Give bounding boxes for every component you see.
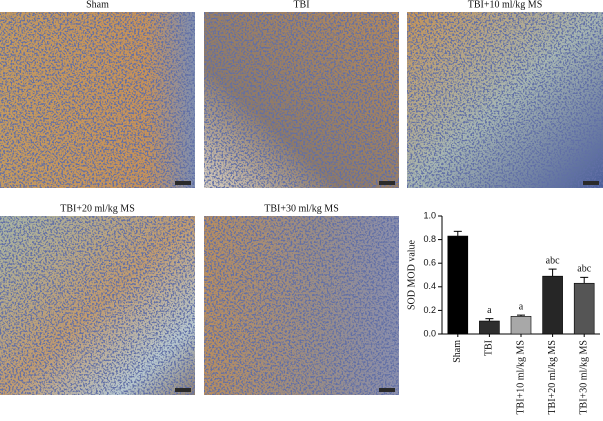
x-tick-label: TBI+20 ml/kg MS xyxy=(547,340,558,415)
panel-label: TBI xyxy=(293,0,309,10)
significance-label: abc xyxy=(546,255,560,266)
y-tick-label: 0.4 xyxy=(423,281,436,291)
x-tick-label: TBI+30 ml/kg MS xyxy=(578,340,589,415)
panel-label: Sham xyxy=(86,0,109,10)
significance-label: abc xyxy=(577,264,591,275)
micrograph-stain xyxy=(0,216,195,395)
micrograph-stain xyxy=(0,12,195,188)
bar xyxy=(447,235,469,335)
scale-bar xyxy=(583,181,599,185)
scale-bar xyxy=(175,181,191,185)
significance-label: a xyxy=(487,305,492,316)
y-tick-label: 0.6 xyxy=(423,258,436,268)
micrograph-stain xyxy=(204,12,399,188)
bar xyxy=(542,275,563,335)
scale-bar xyxy=(379,388,395,392)
scale-bar xyxy=(379,181,395,185)
bar xyxy=(479,320,500,335)
y-axis-label: SOD MOD value xyxy=(406,239,417,310)
scale-bar xyxy=(175,388,191,392)
bar xyxy=(510,315,532,335)
x-tick-label: TBI xyxy=(484,340,495,356)
x-tick-label: TBI+10 ml/kg MS xyxy=(515,340,526,415)
y-tick-label: 0.0 xyxy=(423,328,436,338)
significance-label: a xyxy=(519,301,524,312)
panel-label: TBI+20 ml/kg MS xyxy=(60,203,135,214)
bar-chart: 0.0 0.2 0.4 0.6 0.8 1.0 SOD MOD value Sham TBI a T… xyxy=(406,210,600,415)
panel-label: TBI+30 ml/kg MS xyxy=(264,203,339,214)
y-tick-label: 0.2 xyxy=(423,305,436,315)
bar xyxy=(573,282,595,335)
x-tick-label: Sham xyxy=(452,340,463,363)
y-tick-label: 0.8 xyxy=(423,234,436,244)
micrograph-stain xyxy=(407,12,603,188)
micrographs: Sham TBI TBI+10 ml/kg MS TBI+20 ml/kg MS TBI… xyxy=(0,0,603,395)
y-tick-label: 1.0 xyxy=(423,210,436,220)
micrograph-stain xyxy=(204,216,399,395)
panel-label: TBI+10 ml/kg MS xyxy=(468,0,543,10)
